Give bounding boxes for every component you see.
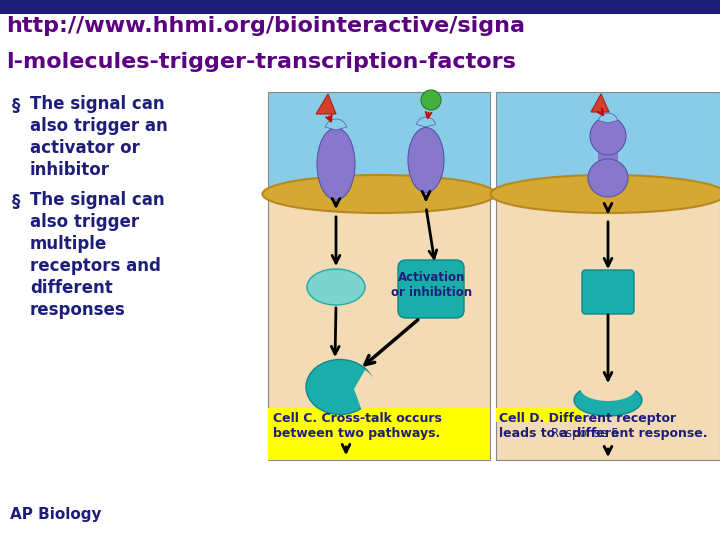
FancyBboxPatch shape	[398, 260, 464, 318]
Text: l-molecules-trigger-transcription-factors: l-molecules-trigger-transcription-factor…	[6, 52, 516, 72]
Text: activator or: activator or	[30, 139, 140, 157]
Text: Cell D. Different receptor
leads to a different response.: Cell D. Different receptor leads to a di…	[499, 412, 708, 440]
Ellipse shape	[590, 117, 626, 155]
Text: The signal can: The signal can	[30, 191, 165, 209]
Ellipse shape	[306, 360, 374, 415]
Text: multiple: multiple	[30, 235, 107, 253]
Text: §: §	[12, 97, 20, 115]
Ellipse shape	[580, 375, 636, 401]
Text: Response 4: Response 4	[276, 428, 343, 441]
Ellipse shape	[574, 384, 642, 416]
Text: http://www.hhmi.org/biointeractive/signa: http://www.hhmi.org/biointeractive/signa	[6, 16, 525, 36]
Ellipse shape	[317, 128, 355, 200]
Text: inhibitor: inhibitor	[30, 161, 110, 179]
Circle shape	[421, 90, 441, 110]
Text: Activation
or inhibition: Activation or inhibition	[392, 271, 472, 299]
Wedge shape	[354, 370, 376, 410]
FancyBboxPatch shape	[0, 0, 720, 14]
Text: §: §	[12, 193, 20, 211]
FancyBboxPatch shape	[496, 192, 720, 460]
Wedge shape	[325, 119, 346, 130]
FancyBboxPatch shape	[598, 147, 618, 169]
Text: also trigger an: also trigger an	[30, 117, 168, 135]
Polygon shape	[316, 94, 336, 114]
Text: Cell C. Cross-talk occurs
between two pathways.: Cell C. Cross-talk occurs between two pa…	[273, 412, 442, 440]
Ellipse shape	[408, 127, 444, 192]
FancyBboxPatch shape	[268, 92, 490, 192]
Ellipse shape	[307, 269, 365, 305]
Wedge shape	[598, 113, 618, 123]
Ellipse shape	[263, 175, 495, 213]
FancyBboxPatch shape	[268, 408, 490, 460]
Text: responses: responses	[30, 301, 126, 319]
FancyBboxPatch shape	[496, 92, 720, 192]
Ellipse shape	[588, 159, 628, 197]
Text: The signal can: The signal can	[30, 95, 165, 113]
Text: AP Biology: AP Biology	[10, 507, 102, 522]
Text: different: different	[30, 279, 113, 297]
Polygon shape	[591, 94, 609, 112]
Wedge shape	[416, 117, 436, 127]
FancyBboxPatch shape	[582, 270, 634, 314]
Text: Response 5: Response 5	[551, 427, 618, 440]
FancyBboxPatch shape	[268, 192, 490, 460]
Text: also trigger: also trigger	[30, 213, 139, 231]
Text: receptors and: receptors and	[30, 257, 161, 275]
FancyBboxPatch shape	[496, 408, 584, 422]
Ellipse shape	[490, 175, 720, 213]
